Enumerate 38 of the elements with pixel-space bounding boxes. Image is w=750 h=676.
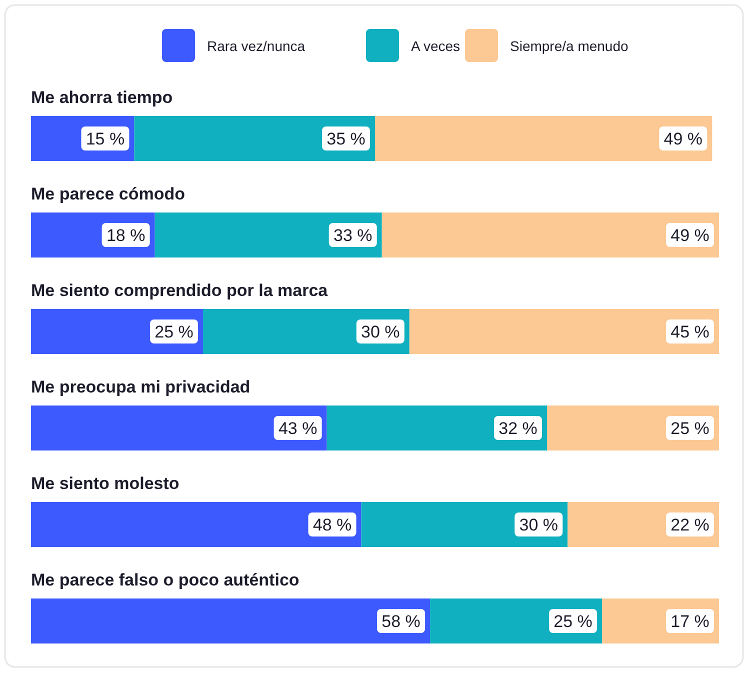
data-label: 35 % [326,130,366,148]
legend-label: Siempre/a menudo [510,38,629,54]
data-label: 58 % [382,612,420,631]
data-label: 25 % [154,322,194,342]
data-label: 45 % [670,322,710,342]
data-label: 18 % [106,226,146,245]
bar [203,309,410,354]
legend-label: A veces [411,38,460,54]
data-label: 30 % [361,322,400,342]
bar [31,406,327,450]
y-tick-label: Me siento comprendido por la marca [31,281,328,300]
data-label: 17 % [670,612,710,631]
data-label: 48 % [312,516,352,534]
bar [31,598,430,644]
bar [409,309,719,354]
bar [31,502,362,547]
y-tick-label: Me preocupa mi privacidad [31,378,250,396]
bar [361,502,568,547]
y-tick-label: Me parece cómodo [31,184,185,204]
data-label: 15 % [86,130,125,148]
bar [382,212,719,258]
data-label: 49 % [664,130,702,148]
bar [326,406,547,450]
legend-label: Rara vez/nunca [207,38,306,54]
y-tick-label: Me ahorra tiempo [31,88,173,107]
bar [375,116,712,161]
data-label: 30 % [519,516,558,534]
data-label: 25 % [670,419,710,438]
data-label: 49 % [670,226,710,245]
y-tick-label: Me parece falso o poco auténtico [31,570,300,590]
data-label: 32 % [498,419,538,438]
data-label: 33 % [334,226,372,245]
data-label: 25 % [554,612,592,631]
bar [154,212,382,258]
data-label: 43 % [278,419,318,438]
data-label: 22 % [670,516,710,534]
bar [134,116,375,161]
y-tick-label: Me siento molesto [31,474,180,493]
